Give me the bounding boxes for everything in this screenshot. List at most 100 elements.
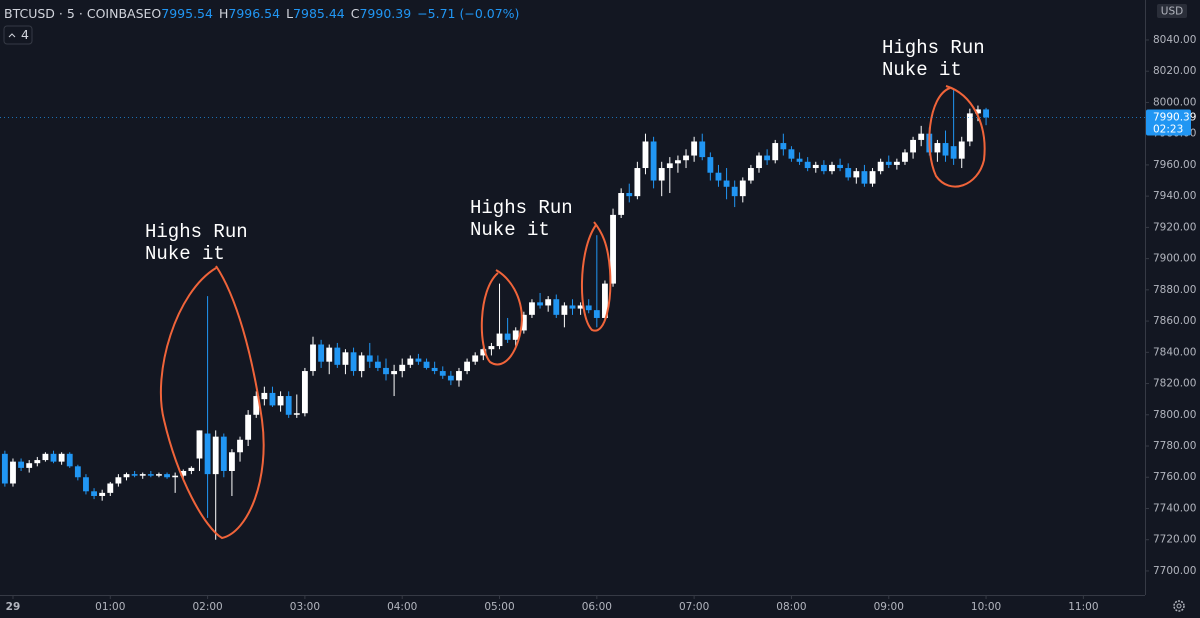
y-tick-label: 7800.00	[1153, 409, 1196, 421]
y-tick-label: 7960.00	[1153, 159, 1196, 171]
candle-body	[504, 333, 511, 340]
x-tick-label: 02:00	[192, 601, 222, 613]
candle-body	[553, 299, 560, 315]
y-tick-label: 7880.00	[1153, 284, 1196, 296]
currency-badge[interactable]: USD	[1157, 4, 1187, 18]
candle-body	[472, 355, 479, 362]
candle-body	[415, 358, 422, 362]
candle-body	[691, 141, 698, 156]
candle-body	[650, 141, 657, 181]
candle-body	[958, 141, 965, 159]
separator: ·	[59, 6, 63, 21]
candle-body	[212, 436, 219, 475]
candle-body	[147, 474, 154, 476]
ohlc-prefix: L	[286, 6, 293, 21]
candle-body	[634, 168, 641, 197]
candle-body	[585, 305, 592, 311]
ohlc-prefix: O	[151, 6, 161, 21]
candle-body	[829, 164, 835, 172]
y-tick-label: 7740.00	[1153, 502, 1196, 514]
settings-button[interactable]	[1173, 600, 1185, 612]
candle-body	[139, 474, 146, 476]
y-tick-label: 8040.00	[1153, 34, 1196, 46]
candle-body	[837, 164, 844, 169]
candle-body	[261, 392, 268, 400]
candle-body	[196, 430, 203, 459]
candle-body	[893, 161, 900, 165]
candle-body	[10, 461, 16, 484]
ohlc-prefix: C	[351, 6, 360, 21]
candle-body	[642, 141, 649, 169]
candle-body	[50, 453, 57, 462]
candle-body	[318, 344, 325, 362]
candle-body	[456, 371, 462, 381]
candle-body	[618, 193, 625, 215]
candle-body	[853, 171, 860, 178]
candle-body	[91, 491, 97, 496]
candles	[1, 88, 989, 540]
candle-body	[480, 349, 487, 356]
candle-body	[277, 396, 284, 406]
candle-body	[115, 477, 122, 484]
ohlc-values: O7995.54 H7996.54 L7985.44 C7990.39	[151, 6, 411, 21]
candle-body	[593, 310, 600, 318]
ohlc-value: 7996.54	[228, 6, 280, 21]
annotation-text: Highs Run	[882, 37, 985, 59]
x-tick-label: 11:00	[1068, 601, 1098, 613]
candle-body	[447, 375, 454, 381]
y-tick-label: 7760.00	[1153, 471, 1196, 483]
indicator-toggle[interactable]: 4	[3, 25, 33, 45]
x-tick-label: 04:00	[387, 601, 417, 613]
candle-body	[626, 193, 633, 197]
candle-body	[537, 302, 543, 306]
x-tick-label: 10:00	[971, 601, 1001, 613]
candle-body	[561, 305, 568, 315]
candle-body	[699, 141, 706, 158]
symbol[interactable]: BTCUSD	[4, 6, 55, 21]
y-tick-label: 7940.00	[1153, 190, 1196, 202]
candle-body	[610, 214, 616, 284]
candle-body	[723, 180, 730, 187]
candle-body	[707, 157, 714, 173]
candle-body	[739, 180, 746, 197]
candle-body	[529, 302, 535, 315]
x-tick-label: 07:00	[679, 601, 709, 613]
candle-body	[366, 355, 373, 362]
candle-body	[391, 371, 398, 375]
candle-body	[188, 467, 195, 472]
candle-body	[731, 186, 738, 197]
candle-body	[910, 139, 916, 153]
candle-body	[423, 361, 430, 368]
candle-body	[293, 413, 300, 415]
candle-body	[326, 347, 333, 362]
candle-body	[180, 471, 187, 476]
y-tick-label: 7860.00	[1153, 315, 1196, 327]
annotation-text: Nuke it	[145, 243, 225, 265]
candle-body	[975, 109, 981, 114]
candle-body	[845, 168, 852, 178]
candle-body	[902, 152, 908, 162]
candle-body	[512, 330, 519, 340]
exchange: COINBASE	[87, 6, 152, 21]
candle-body	[374, 361, 381, 368]
candle-body	[545, 299, 552, 306]
x-tick-label: 01:00	[95, 601, 125, 613]
y-tick-label: 7840.00	[1153, 346, 1196, 358]
candle-body	[804, 161, 811, 169]
annotation-text: Highs Run	[470, 197, 573, 219]
candle-body	[204, 433, 211, 475]
y-tick-label: 7720.00	[1153, 534, 1196, 546]
ohlc-prefix: H	[219, 6, 228, 21]
interval[interactable]: 5	[67, 6, 75, 21]
candle-body	[747, 168, 754, 181]
currency: USD	[1161, 6, 1183, 18]
separator: ·	[79, 6, 83, 21]
candle-body	[431, 367, 438, 372]
annotation-loop	[160, 265, 265, 540]
y-tick-label: 7820.00	[1153, 378, 1196, 390]
candle-body	[577, 305, 584, 309]
candle-body	[764, 155, 771, 161]
x-tick-label: 03:00	[290, 601, 320, 613]
